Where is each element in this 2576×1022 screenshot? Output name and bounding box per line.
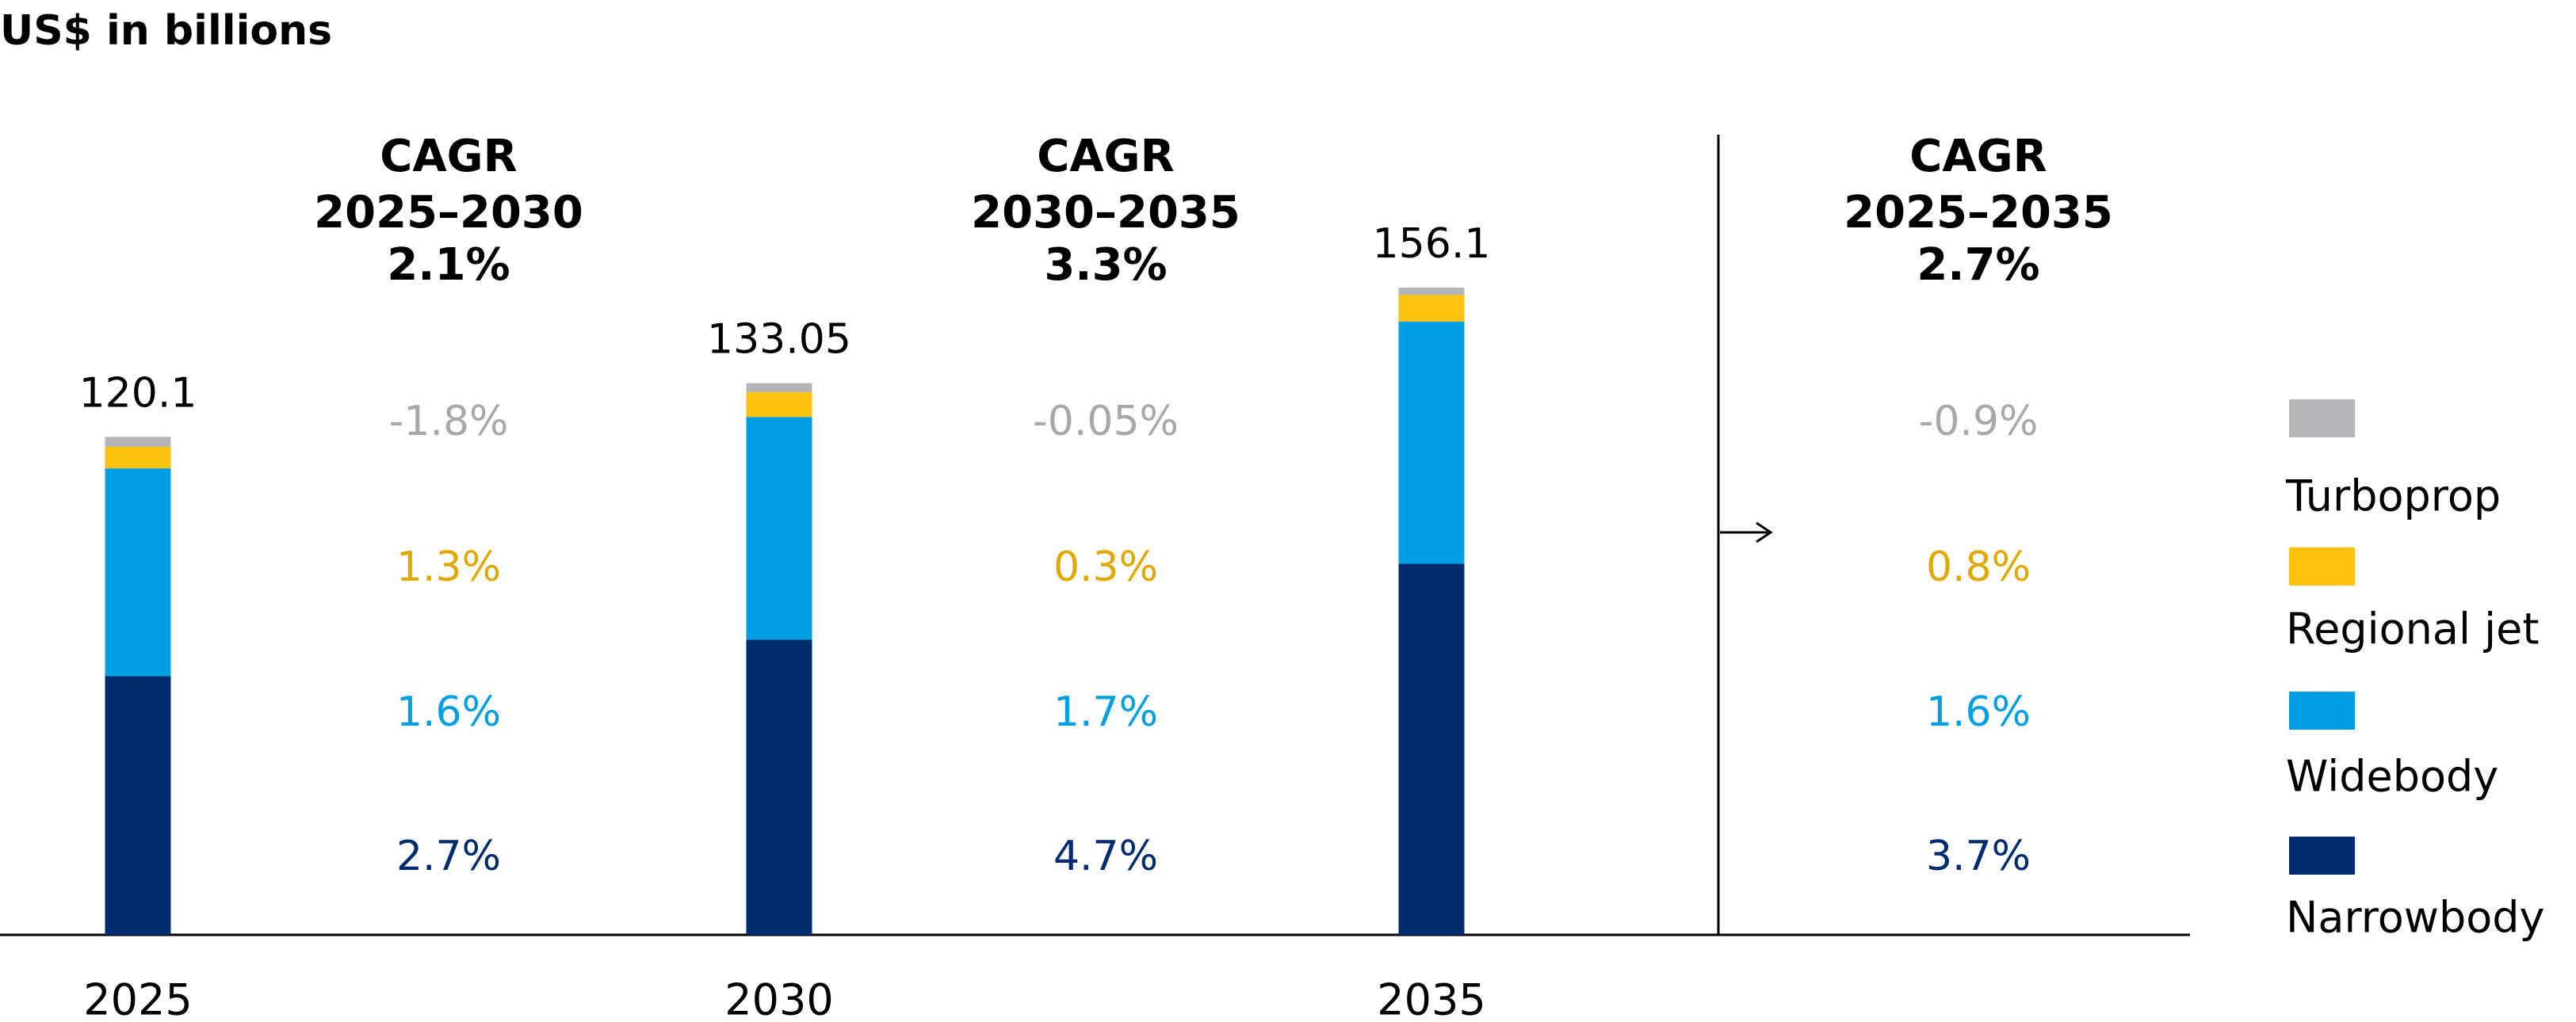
cagr-header: CAGR: [1909, 131, 2047, 182]
cagr-rate: 4.7%: [1053, 833, 1158, 880]
cagr-header: 2.1%: [387, 239, 510, 291]
bar-segment: [1398, 321, 1465, 564]
legend-swatch: [2289, 547, 2355, 585]
legend-label: Widebody: [2286, 752, 2498, 802]
cagr-rate: 0.8%: [1926, 543, 2031, 591]
bar-segment: [105, 676, 171, 935]
legend-swatch: [2289, 399, 2355, 437]
cagr-header: CAGR: [380, 131, 518, 182]
legend-label: Narrowbody: [2286, 893, 2545, 943]
cagr-rate: -1.8%: [389, 398, 509, 445]
legend-swatch: [2289, 692, 2355, 730]
cagr-rate: 2.7%: [396, 833, 501, 880]
bar-segment: [1398, 288, 1465, 296]
bar-segment: [105, 468, 171, 677]
cagr-rate: 0.3%: [1053, 543, 1158, 591]
total-label: 133.05: [707, 316, 851, 364]
cagr-header: CAGR: [1037, 131, 1175, 182]
x-tick-label: 2030: [724, 975, 833, 1022]
legend-label: Regional jet: [2286, 604, 2540, 654]
cagr-header: 2025–2030: [314, 187, 583, 238]
x-tick-label: 2025: [83, 975, 192, 1022]
cagr-header: 2025–2035: [1844, 187, 2113, 238]
total-label: 156.1: [1373, 220, 1491, 268]
cagr-rate: 3.7%: [1926, 833, 2031, 880]
bar-segment: [746, 639, 812, 935]
bar-segment: [746, 383, 812, 392]
legend-swatch: [2289, 837, 2355, 875]
cagr-rate: -0.05%: [1033, 398, 1179, 445]
cagr-rate: 1.3%: [396, 543, 501, 591]
cagr-rate: 1.7%: [1053, 688, 1158, 736]
x-tick-label: 2035: [1377, 975, 1485, 1022]
bar-segment: [746, 417, 812, 640]
legend-label: Turboprop: [2285, 471, 2501, 521]
chart-title: US$ in billions: [0, 7, 332, 55]
bar-segment: [1398, 295, 1465, 322]
cagr-header: 2030–2035: [971, 187, 1240, 238]
total-label: 120.1: [79, 369, 197, 417]
arrow-head: [1756, 521, 1773, 543]
cagr-rate: 1.6%: [396, 688, 501, 736]
bar-segment: [105, 437, 171, 447]
bar-segment: [1398, 563, 1465, 935]
bar-segment: [105, 446, 171, 469]
bar-segment: [746, 391, 812, 418]
cagr-rate: -0.9%: [1919, 398, 2039, 445]
cagr-rate: 1.6%: [1926, 688, 2031, 736]
cagr-header: 2.7%: [1917, 239, 2039, 291]
cagr-header: 3.3%: [1044, 239, 1167, 291]
